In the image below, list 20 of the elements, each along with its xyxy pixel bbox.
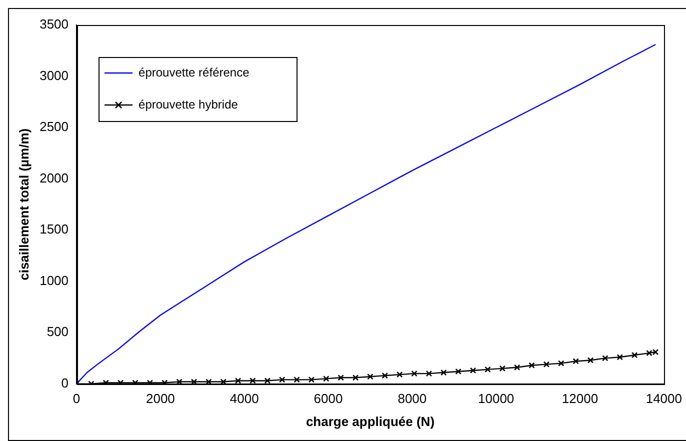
x-tick-label: 10000 <box>478 391 514 406</box>
legend-label: éprouvette référence <box>138 65 250 80</box>
y-tick-label: 2500 <box>40 119 69 134</box>
x-tick-label: 12000 <box>562 391 598 406</box>
y-tick-label: 3000 <box>40 68 69 83</box>
x-tick-label: 6000 <box>314 391 343 406</box>
legend-label: éprouvette hybride <box>138 97 238 112</box>
y-tick-label: 0 <box>61 375 69 390</box>
x-tick-label: 8000 <box>398 391 427 406</box>
x-tick-label: 14000 <box>646 391 682 406</box>
x-tick-label: 0 <box>72 391 80 406</box>
x-axis-title: charge appliquée (N) <box>306 414 435 429</box>
y-tick-label: 1500 <box>40 222 69 237</box>
y-tick-label: 3500 <box>40 16 69 32</box>
x-tick-label: 4000 <box>230 391 259 406</box>
y-tick-label: 1000 <box>40 272 69 288</box>
y-tick-label: 500 <box>46 324 69 340</box>
y-axis-title: cisaillement total (µm/m) <box>16 128 32 280</box>
y-tick-label: 2000 <box>40 170 69 186</box>
x-tick-label: 2000 <box>146 391 175 406</box>
